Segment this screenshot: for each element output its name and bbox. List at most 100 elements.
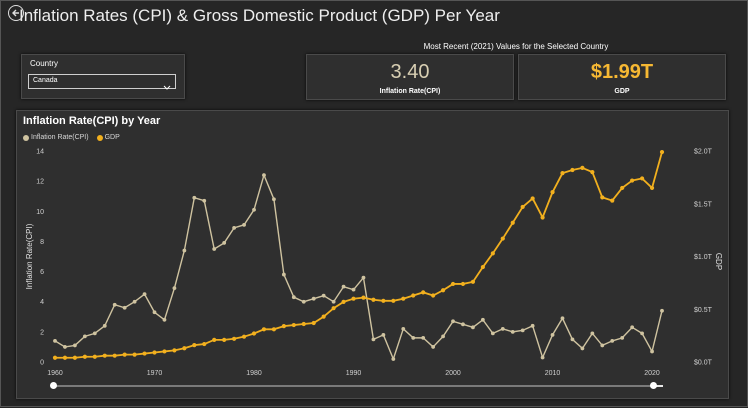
kpi-caption: Most Recent (2021) Values for the Select…	[423, 42, 609, 51]
legend-item-cpi[interactable]: Inflation Rate(CPI)	[23, 134, 89, 141]
data-point-gdp	[341, 299, 346, 304]
kpi-card-cpi: 3.40 Inflation Rate(CPI)	[306, 54, 514, 100]
data-point-cpi	[490, 331, 495, 336]
x-tick-label: 2020	[644, 370, 660, 377]
data-point-cpi	[142, 292, 147, 297]
data-point-gdp	[311, 320, 316, 326]
data-point-gdp	[112, 353, 117, 358]
data-point-cpi	[391, 357, 396, 361]
data-point-gdp	[570, 167, 575, 173]
data-point-gdp	[411, 293, 416, 298]
data-point-gdp	[580, 165, 585, 170]
y2-axis-label: GDP	[714, 253, 723, 270]
data-point-cpi	[441, 334, 445, 339]
data-point-gdp	[361, 295, 366, 300]
y-tick-label: 10	[36, 209, 44, 216]
country-slicer: Country Canada	[21, 54, 185, 99]
legend-dot-cpi	[23, 134, 29, 141]
data-point-gdp	[659, 149, 665, 155]
data-point-cpi	[232, 225, 237, 230]
y-axis-label: Inflation Rate(CPI)	[25, 223, 34, 289]
y-tick-label: 0	[40, 360, 44, 367]
x-tick-label: 1960	[47, 370, 63, 377]
data-point-cpi	[222, 241, 227, 245]
data-point-cpi	[401, 326, 406, 331]
data-point-gdp	[510, 220, 515, 225]
year-range-slider[interactable]	[50, 382, 663, 389]
data-point-gdp	[421, 290, 426, 295]
data-point-gdp	[331, 306, 336, 311]
data-point-cpi	[480, 317, 485, 322]
data-point-gdp	[649, 185, 655, 191]
data-point-cpi	[471, 325, 475, 330]
kpi-label-gdp: GDP	[614, 88, 630, 95]
data-point-gdp	[182, 346, 187, 351]
range-fill	[653, 385, 663, 387]
data-point-gdp	[212, 337, 217, 342]
data-point-gdp	[431, 293, 436, 298]
data-point-cpi	[640, 331, 644, 336]
data-point-gdp	[222, 337, 227, 342]
data-point-cpi	[212, 247, 217, 251]
y-tick-label: 6	[40, 269, 44, 276]
data-point-cpi	[182, 248, 187, 253]
data-point-gdp	[371, 297, 376, 302]
data-point-cpi	[570, 337, 575, 342]
data-point-gdp	[470, 279, 476, 284]
chevron-down-icon	[163, 78, 171, 96]
data-point-cpi	[162, 317, 167, 322]
data-point-cpi	[530, 323, 535, 328]
data-point-gdp	[281, 324, 286, 329]
data-point-cpi	[311, 296, 316, 301]
y2-tick-label: $0.5T	[694, 307, 713, 314]
data-point-cpi	[102, 323, 107, 328]
legend-item-gdp[interactable]: GDP	[96, 134, 120, 141]
data-point-gdp	[82, 354, 87, 359]
y2-tick-label: $2.0T	[694, 149, 713, 156]
data-point-cpi	[132, 299, 137, 304]
data-point-gdp	[530, 196, 535, 201]
kpi-card-gdp: $1.99T GDP	[518, 54, 726, 100]
data-point-cpi	[381, 332, 386, 337]
data-point-gdp	[590, 170, 595, 175]
back-arrow-icon[interactable]	[8, 5, 24, 21]
range-track	[53, 385, 663, 387]
kpi-label-cpi: Inflation Rate(CPI)	[379, 88, 441, 95]
data-point-gdp	[271, 327, 277, 332]
data-point-cpi	[650, 349, 654, 354]
data-point-gdp	[391, 298, 396, 303]
data-point-gdp	[52, 355, 58, 360]
country-dropdown[interactable]: Canada	[28, 74, 176, 90]
data-point-gdp	[490, 251, 495, 256]
data-point-cpi	[411, 335, 416, 340]
dropdown-selected-value: Canada	[33, 77, 58, 84]
data-point-cpi	[630, 325, 635, 330]
data-point-gdp	[192, 343, 197, 348]
data-point-cpi	[272, 197, 276, 202]
x-tick-label: 2010	[545, 370, 561, 377]
data-point-gdp	[122, 352, 127, 357]
data-point-gdp	[291, 322, 296, 328]
legend-label-cpi: Inflation Rate(CPI)	[31, 134, 89, 141]
data-point-cpi	[421, 335, 426, 340]
data-point-cpi	[152, 310, 157, 315]
data-point-gdp	[620, 185, 625, 191]
data-point-cpi	[500, 326, 505, 331]
data-point-gdp	[172, 348, 177, 353]
data-point-gdp	[152, 350, 157, 355]
legend-dot-gdp	[96, 134, 103, 141]
y-tick-label: 14	[36, 149, 44, 156]
range-handle-end[interactable]	[650, 382, 657, 389]
data-point-cpi	[53, 339, 57, 343]
data-point-cpi	[560, 316, 565, 321]
data-point-cpi	[431, 345, 436, 349]
data-point-gdp	[351, 296, 356, 301]
data-point-gdp	[500, 236, 505, 241]
series-line-cpi	[54, 172, 663, 361]
data-point-cpi	[301, 299, 306, 304]
data-point-gdp	[639, 176, 645, 181]
range-handle-start[interactable]	[50, 382, 57, 389]
data-point-cpi	[580, 346, 585, 351]
data-point-cpi	[82, 334, 87, 339]
